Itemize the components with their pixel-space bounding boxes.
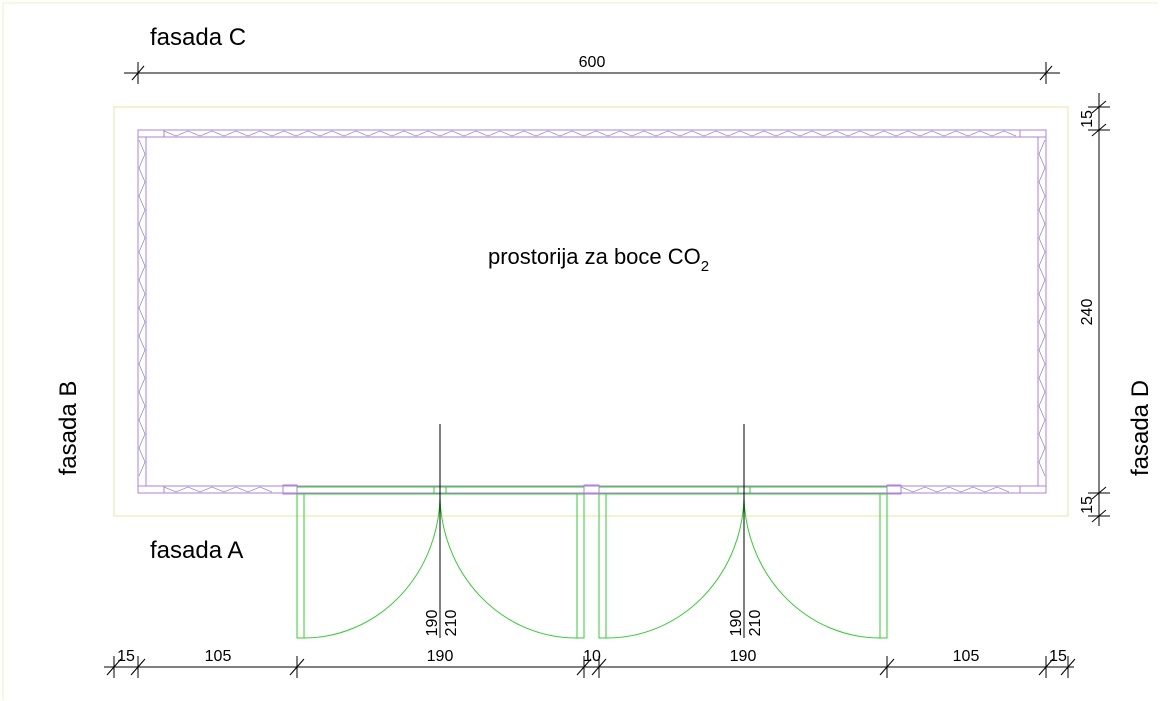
door-right-height-outer: 210 — [747, 610, 764, 637]
dimension-label-bottom-6: 105 — [953, 648, 980, 665]
bottom-tick-slash-0 — [106, 658, 122, 676]
wall-inner — [145, 136, 1039, 487]
bottom-tick-slash-1 — [130, 658, 146, 676]
corner-cap — [1019, 129, 1047, 138]
bottom-ticks — [106, 656, 1076, 678]
corner-cap — [1019, 485, 1047, 494]
insulation-left — [138, 139, 146, 477]
dimension-label-bottom-7: 15 — [1049, 648, 1067, 665]
insulation-bottom-left — [163, 486, 273, 493]
wall-outer — [137, 129, 1047, 494]
door-swing-arc — [303, 493, 441, 639]
dimension-label-right-bottom: 15 — [1079, 496, 1096, 514]
walls — [137, 129, 1047, 495]
dimension-bottom: 15 105 190 10 190 105 15 — [104, 648, 1076, 678]
door-leaf — [879, 493, 888, 639]
facade-label-c: fasada C — [150, 24, 246, 51]
insulation-right — [1038, 139, 1046, 477]
dimension-label-bottom-4: 10 — [583, 648, 601, 665]
room-name: prostorija za boce CO — [488, 244, 701, 269]
door-left-height-inner: 190 — [424, 610, 441, 637]
bottom-tick-slash-4 — [591, 658, 607, 676]
dimension-label-bottom-5: 190 — [730, 648, 757, 665]
room-name-subscript: 2 — [701, 258, 709, 275]
door-jamb — [583, 484, 600, 495]
door-right — [598, 424, 888, 639]
dimension-label-bottom-2: 105 — [205, 648, 232, 665]
room-label: prostorija za boce CO2 — [488, 244, 709, 275]
insulation-hatch — [138, 130, 1046, 493]
door-swing-arc — [439, 493, 578, 639]
dimension-label-bottom-3: 190 — [427, 648, 454, 665]
door-left-height-outer: 210 — [443, 610, 460, 637]
bottom-tick-slash-5 — [879, 658, 895, 676]
dimension-label-240: 240 — [1079, 299, 1096, 326]
bottom-tick-slash-7 — [1060, 658, 1076, 676]
bottom-tick-slash-3 — [576, 658, 592, 676]
door-leaf — [576, 493, 585, 639]
door-swing-arc — [605, 493, 745, 639]
corner-cap — [137, 129, 165, 138]
building-outline — [113, 106, 1069, 517]
bottom-tick-slash-2 — [289, 658, 305, 676]
corner-cap — [137, 485, 165, 494]
door-leaf — [598, 493, 607, 639]
door-swing-arc — [743, 493, 881, 639]
door-leaf — [296, 493, 305, 639]
door-jamb — [282, 484, 298, 495]
dimension-right: 15 240 15 — [1079, 93, 1110, 526]
dimension-top: 600 — [124, 54, 1060, 84]
dimension-label-bottom-1: 15 — [117, 648, 135, 665]
door-jamb — [886, 484, 902, 495]
door-right-height-inner: 190 — [728, 610, 745, 637]
insulation-bottom-right — [900, 486, 1010, 493]
dimension-label-right-top: 15 — [1079, 110, 1096, 128]
bottom-tick-slash-6 — [1038, 658, 1054, 676]
facade-label-a: fasada A — [150, 537, 243, 564]
facade-label-b: fasada B — [55, 381, 82, 476]
door-left — [296, 424, 585, 639]
insulation-top — [163, 130, 1017, 137]
facade-label-d: fasada D — [1127, 380, 1154, 476]
dimension-label-600: 600 — [579, 54, 606, 71]
